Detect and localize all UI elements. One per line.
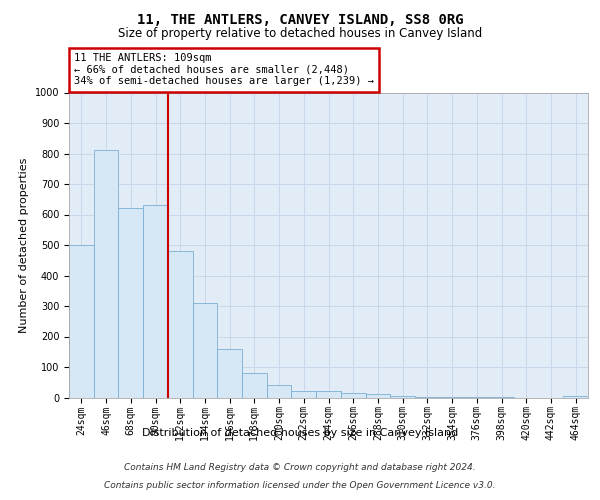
Bar [390,396,415,398]
Bar [415,396,440,398]
Bar [341,393,365,398]
Bar [193,303,217,398]
Bar [365,394,390,398]
Text: Contains public sector information licensed under the Open Government Licence v3: Contains public sector information licen… [104,481,496,490]
Text: 11, THE ANTLERS, CANVEY ISLAND, SS8 0RG: 11, THE ANTLERS, CANVEY ISLAND, SS8 0RG [137,12,463,26]
Text: Size of property relative to detached houses in Canvey Island: Size of property relative to detached ho… [118,28,482,40]
Bar [316,392,341,398]
Bar [69,245,94,398]
Bar [440,397,464,398]
Text: Distribution of detached houses by size in Canvey Island: Distribution of detached houses by size … [142,428,458,438]
Bar [217,348,242,398]
Bar [242,373,267,398]
Bar [168,251,193,398]
Text: Contains HM Land Registry data © Crown copyright and database right 2024.: Contains HM Land Registry data © Crown c… [124,464,476,472]
Bar [292,391,316,398]
Bar [94,150,118,398]
Bar [143,206,168,398]
Text: 11 THE ANTLERS: 109sqm
← 66% of detached houses are smaller (2,448)
34% of semi-: 11 THE ANTLERS: 109sqm ← 66% of detached… [74,53,374,86]
Bar [267,384,292,398]
Bar [563,396,588,398]
Bar [118,208,143,398]
Y-axis label: Number of detached properties: Number of detached properties [19,158,29,332]
